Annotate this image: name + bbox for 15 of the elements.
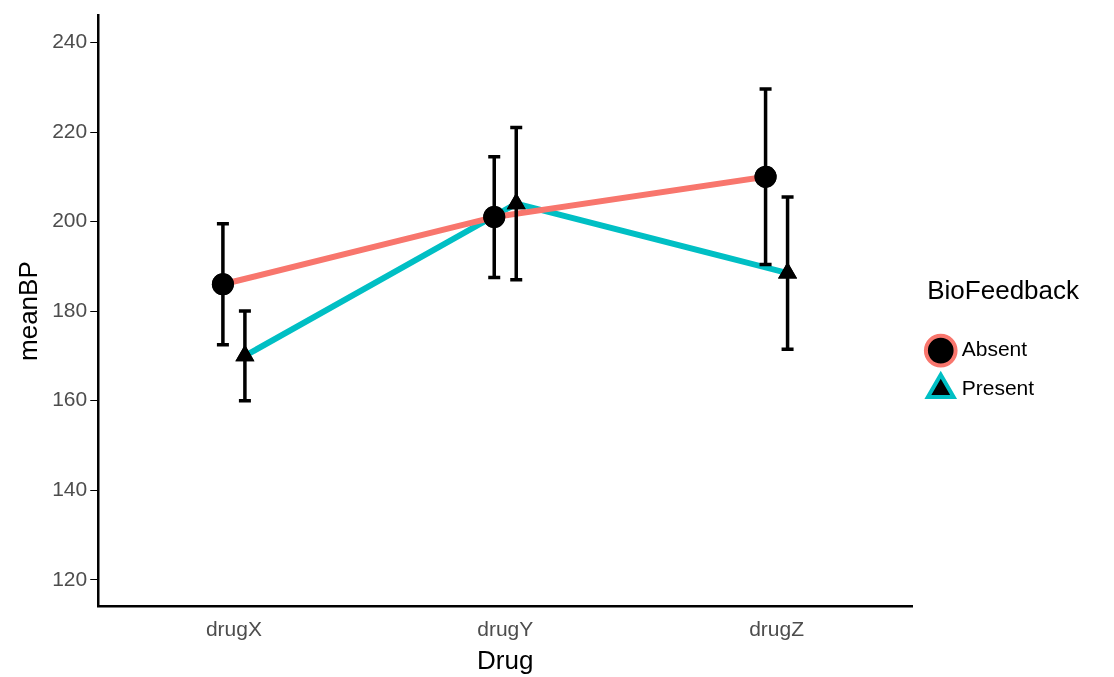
- y-tick-label: 180: [52, 297, 88, 321]
- legend-label: Absent: [961, 337, 1028, 361]
- y-tick-label: 220: [52, 118, 88, 142]
- y-tick-label: 240: [52, 29, 88, 53]
- y-tick-label: 120: [52, 566, 88, 590]
- y-tick-label: 140: [52, 476, 88, 500]
- x-tick-label: drugZ: [749, 617, 805, 640]
- y-tick-label: 200: [52, 208, 88, 232]
- y-axis-title: meanBP: [12, 261, 43, 361]
- x-tick-label: drugY: [477, 617, 534, 640]
- x-tick-label: drugX: [205, 617, 262, 640]
- y-tick-label: 160: [52, 387, 88, 411]
- x-axis-title: Drug: [477, 644, 534, 675]
- legend-label: Present: [961, 376, 1035, 400]
- legend-title: BioFeedback: [927, 275, 1080, 306]
